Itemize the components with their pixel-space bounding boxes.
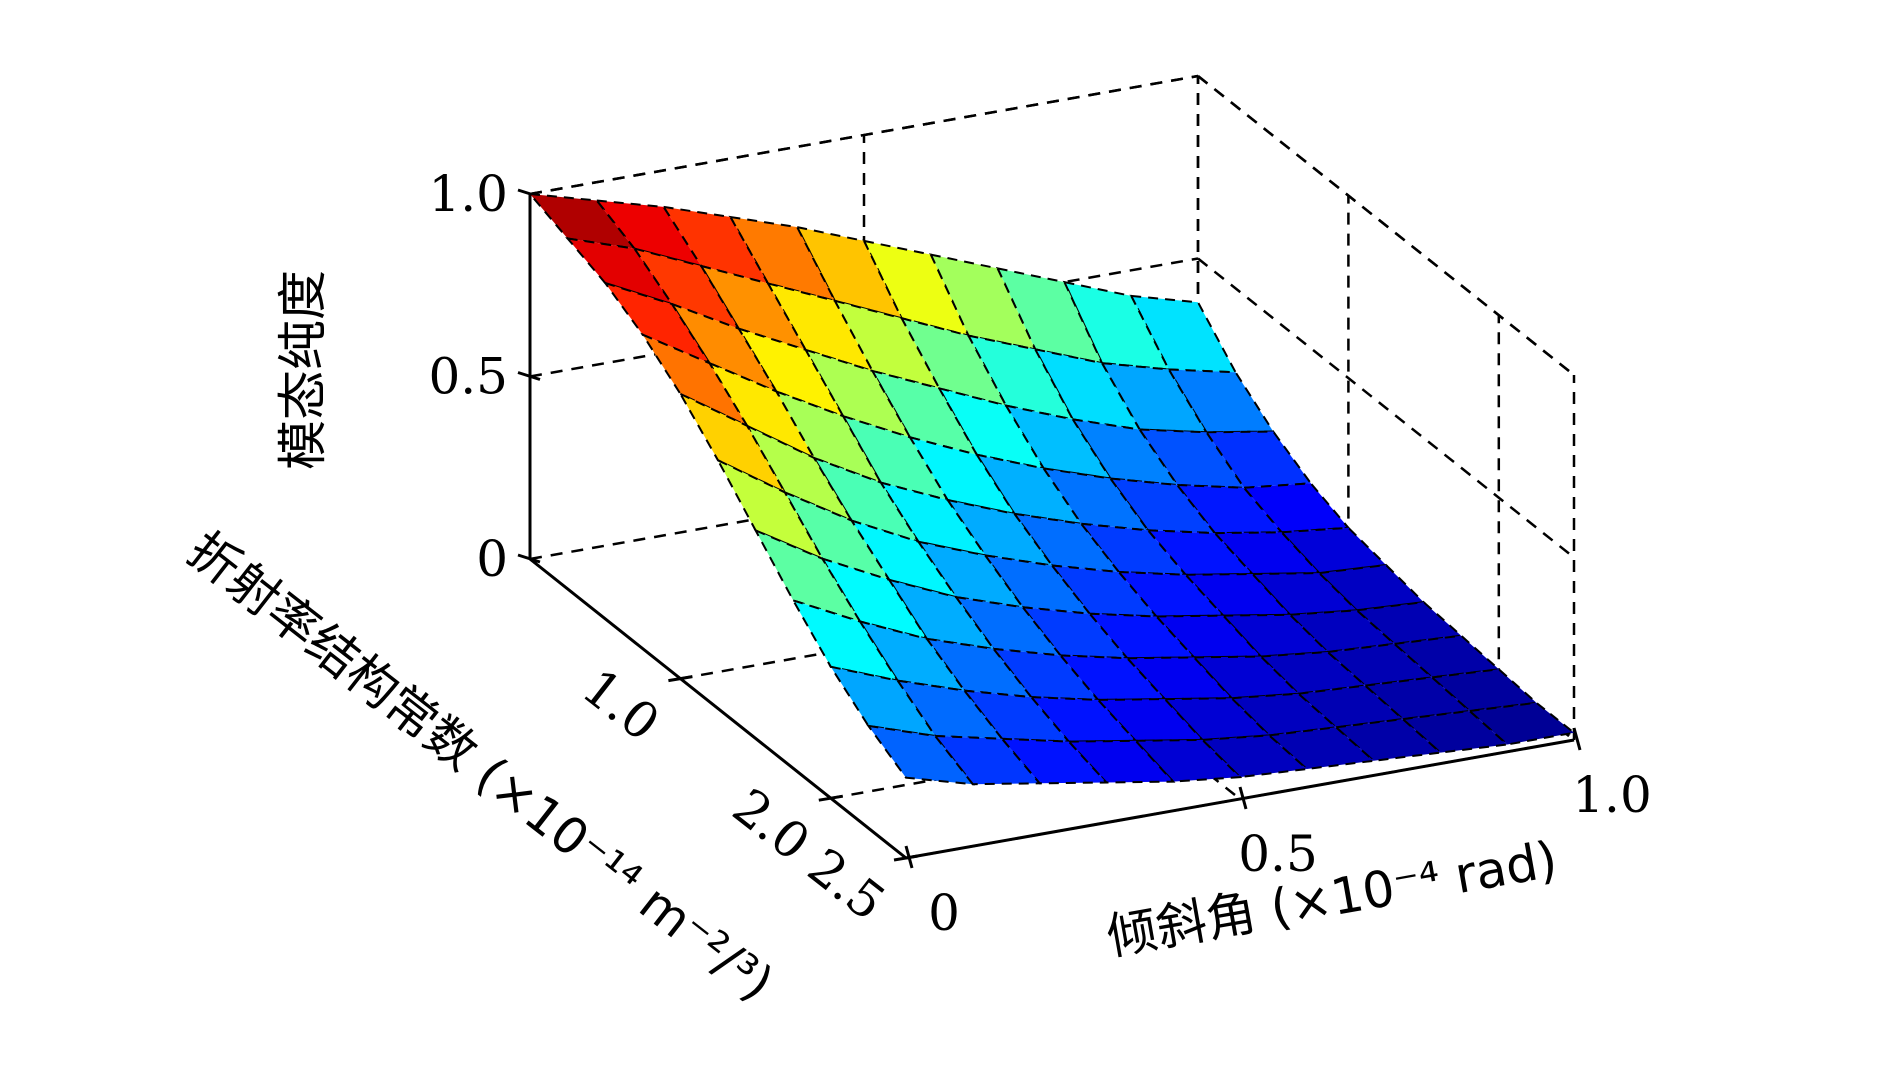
z-tick bbox=[517, 553, 541, 564]
surface-patch bbox=[565, 237, 675, 306]
surface-patch bbox=[1325, 642, 1435, 687]
z-tick bbox=[517, 371, 541, 381]
z-axis-title: 模态纯度 bbox=[274, 270, 332, 470]
y-tick bbox=[818, 794, 844, 802]
surface-patch bbox=[1296, 684, 1406, 729]
surface-patch bbox=[828, 665, 938, 738]
surface-patch bbox=[1204, 430, 1313, 489]
surface-layer bbox=[527, 192, 1577, 786]
z-tick-label: 0.5 bbox=[428, 348, 508, 406]
side-wall-z-gridline bbox=[1197, 257, 1575, 559]
surface-patch bbox=[945, 498, 1055, 567]
surface-patch bbox=[866, 724, 976, 786]
surface-patch bbox=[1287, 609, 1397, 654]
surface-patch bbox=[1266, 726, 1376, 771]
surface-patch bbox=[857, 619, 967, 692]
y-tick bbox=[893, 854, 919, 862]
x-tick bbox=[1572, 727, 1582, 751]
surface-patch bbox=[878, 480, 988, 557]
surface-patch bbox=[1070, 418, 1180, 487]
surface-patch bbox=[1229, 692, 1339, 737]
y-tick-label: 1.0 bbox=[572, 658, 670, 753]
surface-patch bbox=[974, 453, 1084, 526]
x-tick-label: 1.0 bbox=[1572, 766, 1652, 824]
x-tick bbox=[904, 845, 914, 869]
surface-patch bbox=[677, 391, 788, 495]
x-axis-title: 倾斜角 (×10⁻⁴ rad) bbox=[1103, 830, 1562, 966]
surface-patch bbox=[916, 540, 1026, 609]
surface-patch bbox=[886, 578, 996, 651]
surface-patch bbox=[1354, 601, 1464, 645]
x-axis-line bbox=[905, 738, 1575, 860]
z-tick-label: 1.0 bbox=[428, 165, 508, 223]
x-tick bbox=[1238, 786, 1248, 810]
y-axis-title: 折射率结构常数 (×10⁻¹⁴ m⁻²/³) bbox=[177, 521, 784, 1013]
side-wall-z-gridline bbox=[1197, 75, 1575, 376]
x-tick-label: 0 bbox=[928, 884, 960, 942]
y-tick bbox=[668, 675, 693, 683]
x-tick-label: 0.5 bbox=[1238, 825, 1318, 883]
y-tick-label: 2.5 bbox=[797, 837, 895, 932]
surface-patch bbox=[1200, 734, 1310, 779]
surface-patch bbox=[1041, 467, 1151, 532]
z-tick-label: 0 bbox=[476, 530, 508, 588]
y-axis-line bbox=[529, 557, 907, 860]
surface-patch bbox=[715, 458, 825, 561]
surface-patch bbox=[1258, 650, 1368, 695]
y-tick-label: 2.0 bbox=[722, 777, 820, 872]
